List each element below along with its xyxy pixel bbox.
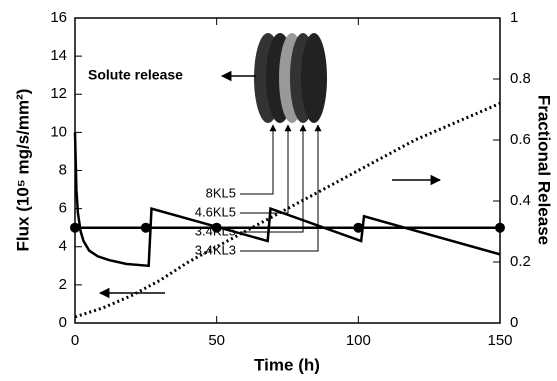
x-tick-label: 100 xyxy=(346,332,371,349)
annotation: 4.6KL5 xyxy=(195,204,236,219)
y-axis-label: Flux (10⁵ mg/s/mm²) xyxy=(13,89,32,252)
y-tick-label: 2 xyxy=(59,276,67,293)
y-tick-label: 4 xyxy=(59,238,67,255)
y2-axis-label: Fractional Release xyxy=(535,95,554,245)
y-tick-label: 14 xyxy=(50,47,67,64)
release-device xyxy=(220,33,327,252)
y-tick-label: 16 xyxy=(50,9,67,26)
y2-tick-label: 0.6 xyxy=(510,131,531,148)
annotation: 3.4KL5 xyxy=(195,223,236,238)
marker xyxy=(70,222,80,233)
marker xyxy=(140,222,151,233)
x-tick-label: 0 xyxy=(71,332,79,349)
y-tick-label: 6 xyxy=(59,200,67,217)
x-axis-label: Time (h) xyxy=(254,355,320,374)
marker xyxy=(495,222,505,233)
marker xyxy=(353,222,364,233)
y2-tick-label: 0 xyxy=(510,314,518,331)
annotation: 3.4KL3 xyxy=(195,242,236,257)
release-line xyxy=(74,102,501,319)
annotation: 8KL5 xyxy=(206,185,236,200)
marker xyxy=(211,222,222,233)
y2-tick-label: 0.8 xyxy=(510,70,531,87)
y2-tick-label: 1 xyxy=(510,9,518,26)
y-tick-label: 8 xyxy=(59,161,67,178)
x-tick-label: 50 xyxy=(208,332,225,349)
flux-line xyxy=(73,132,501,268)
y-tick-label: 0 xyxy=(59,314,67,331)
y2-tick-label: 0.4 xyxy=(510,192,531,209)
y2-tick-label: 0.2 xyxy=(510,253,531,270)
y-tick-label: 10 xyxy=(50,123,67,140)
y-tick-label: 12 xyxy=(50,85,67,102)
annotation: Solute release xyxy=(88,67,183,83)
x-tick-label: 150 xyxy=(487,332,512,349)
